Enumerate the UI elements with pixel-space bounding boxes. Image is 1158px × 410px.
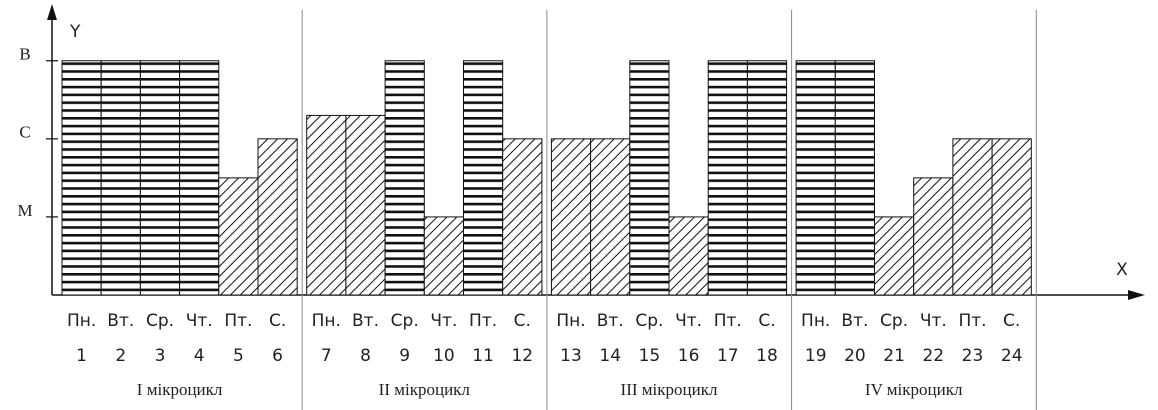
x-tick-label: 14 xyxy=(599,346,621,366)
day-label: Пн. xyxy=(67,311,96,331)
day-label: С. xyxy=(269,311,286,331)
bar xyxy=(257,138,298,296)
bar xyxy=(61,60,102,296)
x-tick-label: 13 xyxy=(560,346,582,366)
bar xyxy=(179,60,220,296)
y-axis-label: Y xyxy=(69,22,81,42)
day-label: Ср. xyxy=(635,311,663,331)
x-tick-label: 15 xyxy=(639,346,661,366)
x-tick-label: 1 xyxy=(76,346,87,366)
bar xyxy=(795,60,836,296)
day-label: Чт. xyxy=(430,311,457,331)
day-label: Пн. xyxy=(556,311,585,331)
day-label: Вт. xyxy=(841,311,868,331)
x-tick-label: 19 xyxy=(805,346,827,366)
x-tick-label: 17 xyxy=(717,346,739,366)
x-tick-label: 6 xyxy=(272,346,283,366)
day-label: Чт. xyxy=(186,311,213,331)
bar xyxy=(306,114,347,296)
x-tick-label: 18 xyxy=(756,346,778,366)
bar xyxy=(668,216,709,296)
day-label: Ср. xyxy=(880,311,908,331)
bar xyxy=(100,60,141,296)
day-label: Вт. xyxy=(352,311,379,331)
group-label: ІV мікроцикл xyxy=(865,380,963,399)
x-tick-label: 16 xyxy=(678,346,700,366)
y-tick-label: В xyxy=(19,45,30,64)
day-label: Пн. xyxy=(801,311,830,331)
day-label: Ср. xyxy=(146,311,174,331)
day-label: С. xyxy=(758,311,775,331)
day-label: С. xyxy=(514,311,531,331)
x-tick-label: 20 xyxy=(844,346,866,366)
day-label: Чт. xyxy=(675,311,702,331)
bar xyxy=(952,138,993,296)
bar xyxy=(707,60,748,296)
day-label: Ср. xyxy=(391,311,419,331)
x-tick-label: 9 xyxy=(399,346,410,366)
x-tick-label: 10 xyxy=(433,346,455,366)
bar xyxy=(590,138,631,296)
bar xyxy=(502,138,543,296)
bar xyxy=(913,177,954,296)
day-label: Чт. xyxy=(920,311,947,331)
x-tick-label: 2 xyxy=(115,346,126,366)
bar xyxy=(345,114,386,296)
y-tick-label: М xyxy=(17,201,32,220)
bar xyxy=(629,60,670,296)
x-tick-label: 21 xyxy=(883,346,905,366)
bar xyxy=(423,216,464,296)
group-label: ІІІ мікроцикл xyxy=(621,380,718,399)
x-axis-arrow xyxy=(1128,290,1145,300)
bar xyxy=(463,60,504,296)
x-tick-label: 8 xyxy=(360,346,371,366)
x-tick-label: 3 xyxy=(155,346,166,366)
x-axis-label: X xyxy=(1116,260,1128,280)
bar xyxy=(746,60,788,296)
day-label: Пт. xyxy=(469,311,497,331)
x-tick-label: 23 xyxy=(962,346,984,366)
day-label: Вт. xyxy=(107,311,134,331)
day-label: С. xyxy=(1003,311,1020,331)
day-label: Пт. xyxy=(958,311,986,331)
bar xyxy=(550,138,592,296)
group-label: ІІ мікроцикл xyxy=(379,380,471,399)
x-tick-label: 11 xyxy=(472,346,494,366)
bar xyxy=(991,138,1032,296)
x-tick-label: 7 xyxy=(321,346,332,366)
y-axis-arrow xyxy=(47,4,57,20)
bar xyxy=(874,216,915,296)
bar xyxy=(834,60,875,296)
x-tick-label: 24 xyxy=(1001,346,1023,366)
y-tick-label: С xyxy=(19,123,30,142)
group-label: І мікроцикл xyxy=(137,380,223,399)
x-tick-label: 22 xyxy=(922,346,944,366)
bar xyxy=(384,60,425,296)
x-tick-label: 4 xyxy=(194,346,205,366)
x-tick-label: 12 xyxy=(511,346,533,366)
day-label: Пн. xyxy=(312,311,341,331)
x-tick-label: 5 xyxy=(233,346,244,366)
day-label: Вт. xyxy=(597,311,624,331)
bar xyxy=(218,177,259,296)
day-label: Пт. xyxy=(714,311,742,331)
day-label: Пт. xyxy=(224,311,252,331)
bar xyxy=(139,60,181,296)
